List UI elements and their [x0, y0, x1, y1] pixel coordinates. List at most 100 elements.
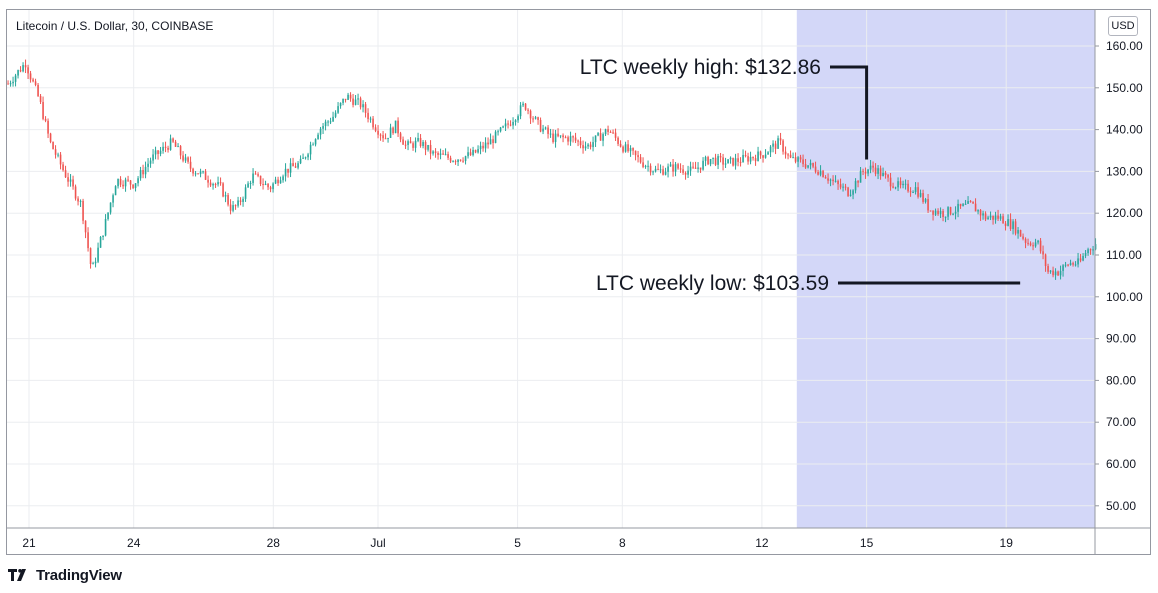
- candle-body: [1029, 243, 1032, 246]
- currency-selector[interactable]: USD: [1108, 16, 1138, 36]
- candle-body: [734, 158, 737, 166]
- candle-body: [839, 184, 842, 188]
- candle-body: [142, 170, 144, 175]
- tradingview-logo-text: TradingView: [36, 566, 122, 584]
- candle-body: [307, 154, 309, 158]
- candle-body: [1064, 264, 1067, 266]
- candle-body: [779, 138, 782, 141]
- candle-body: [177, 146, 179, 148]
- candle-body: [1089, 249, 1092, 251]
- x-tick-label: 15: [860, 536, 874, 550]
- candle-body: [152, 154, 154, 161]
- candle-body: [114, 186, 117, 196]
- candle-body: [609, 131, 612, 133]
- candle-body: [467, 152, 469, 157]
- candle-body: [322, 126, 324, 129]
- candle-body: [917, 187, 919, 197]
- candle-body: [644, 165, 647, 167]
- candle-body: [324, 121, 327, 127]
- candle-body: [987, 217, 989, 220]
- candle-body: [922, 193, 924, 202]
- candle-body: [882, 172, 884, 177]
- candle-body: [954, 211, 957, 214]
- tradingview-logo[interactable]: TradingView: [8, 566, 122, 584]
- candle-body: [357, 98, 359, 100]
- candle-body: [1082, 255, 1084, 261]
- candle-body: [7, 83, 9, 85]
- candle-body: [537, 117, 539, 120]
- candle-body: [17, 70, 19, 76]
- candle-body: [799, 157, 802, 160]
- candle-body: [984, 213, 987, 220]
- candle-body: [592, 142, 594, 148]
- candle-body: [919, 193, 922, 197]
- candle-body: [597, 133, 599, 136]
- candle-body: [379, 134, 382, 136]
- candle-body: [817, 171, 819, 175]
- candle-body: [1024, 238, 1027, 243]
- candle-body: [649, 165, 652, 173]
- candle-body: [814, 166, 817, 172]
- candle-body: [429, 144, 432, 154]
- candle-body: [252, 173, 254, 183]
- candle-body: [939, 210, 942, 215]
- candle-body: [179, 146, 182, 156]
- candle-body: [254, 173, 257, 175]
- candle-body: [532, 118, 534, 120]
- candle-body: [1087, 249, 1089, 254]
- candle-body: [754, 158, 757, 162]
- candle-body: [29, 73, 32, 80]
- candle-body: [564, 137, 567, 139]
- candle-body: [712, 157, 714, 160]
- candle-body: [374, 127, 377, 131]
- candle-body: [667, 166, 669, 172]
- candle-body: [332, 116, 334, 122]
- candle-body: [777, 138, 779, 149]
- candle-body: [582, 145, 584, 149]
- candle-body: [489, 139, 492, 145]
- candle-body: [1049, 270, 1052, 272]
- candle-body: [274, 179, 277, 184]
- candle-body: [852, 190, 854, 195]
- candle-body: [972, 201, 974, 204]
- candle-body: [949, 207, 952, 215]
- candle-body: [32, 79, 34, 82]
- candle-body: [14, 75, 17, 82]
- y-tick-label: 100.00: [1106, 290, 1143, 304]
- candle-body: [957, 203, 959, 212]
- candle-body: [304, 157, 307, 159]
- candle-body: [529, 110, 532, 119]
- candle-body: [807, 165, 809, 168]
- candle-body: [544, 127, 547, 129]
- candle-body: [1047, 266, 1049, 272]
- candle-body: [82, 200, 84, 221]
- candle-body: [34, 81, 37, 85]
- candle-body: [604, 129, 607, 135]
- candle-body: [454, 161, 457, 163]
- candle-body: [1042, 251, 1044, 255]
- candle-body: [999, 216, 1002, 219]
- candle-body: [269, 187, 272, 190]
- candle-body: [524, 103, 527, 110]
- candle-body: [519, 105, 522, 117]
- candle-body: [407, 141, 409, 145]
- candle-body: [377, 130, 379, 135]
- candle-body: [419, 137, 422, 147]
- y-tick-label: 60.00: [1106, 457, 1136, 471]
- candle-body: [989, 215, 992, 218]
- candle-body: [207, 179, 209, 183]
- candle-body: [284, 168, 287, 177]
- candle-body: [782, 140, 784, 152]
- candle-body: [994, 215, 997, 220]
- candle-body: [139, 170, 142, 179]
- candle-body: [314, 139, 317, 145]
- candle-body: [404, 144, 407, 146]
- candle-body: [154, 150, 157, 155]
- candle-body: [212, 184, 214, 186]
- candle-body: [947, 207, 949, 217]
- candle-body: [887, 174, 889, 178]
- x-tick-label: 8: [619, 536, 626, 550]
- candle-body: [159, 150, 162, 154]
- candle-body: [1027, 242, 1029, 244]
